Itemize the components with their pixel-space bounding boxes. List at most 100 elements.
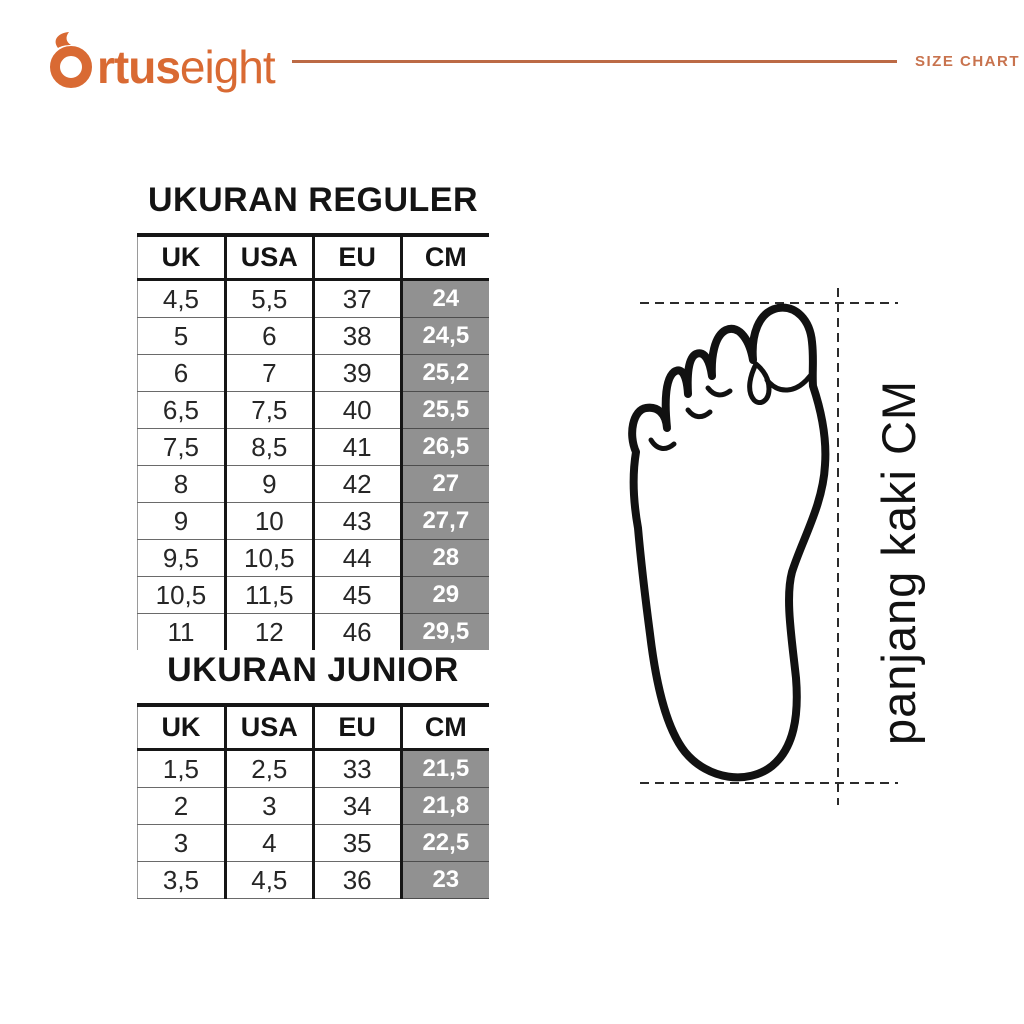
size-row: 6 7 39 25,2 bbox=[137, 354, 489, 392]
size-row: 3,5 4,5 36 23 bbox=[137, 861, 489, 899]
cm-value-cell: 22,5 bbox=[399, 824, 489, 862]
size-value-cell: 39 bbox=[311, 354, 402, 392]
size-value-cell: 8,5 bbox=[223, 428, 314, 466]
size-value-cell: 4 bbox=[223, 824, 314, 862]
size-value-cell: 35 bbox=[311, 824, 402, 862]
size-value-cell: 38 bbox=[311, 317, 402, 355]
size-row: 9,5 10,5 44 28 bbox=[137, 539, 489, 577]
regular-size-title: UKURAN REGULER bbox=[148, 181, 478, 219]
size-value-cell: 7,5 bbox=[137, 428, 226, 466]
brand-text-light: eight bbox=[179, 41, 276, 93]
size-value-cell: 9,5 bbox=[137, 539, 226, 577]
big-toe-crease bbox=[764, 373, 813, 393]
flame-o-icon bbox=[50, 32, 92, 88]
cm-value-cell: 25,5 bbox=[399, 391, 489, 429]
foot-diagram: panjang kaki CM bbox=[628, 288, 925, 805]
size-value-cell: 42 bbox=[311, 465, 402, 503]
brand-wordmark: rtuseight bbox=[97, 41, 276, 93]
regular-size-table: UK USA EU CM 4,5 5,5 37 24 5 6 38 24,5 6 7 39 25,2 6,5 7,… bbox=[137, 233, 489, 650]
cm-value-cell: 28 bbox=[399, 539, 489, 577]
brand-text-bold: rtus bbox=[97, 41, 181, 93]
size-value-cell: 45 bbox=[311, 576, 402, 614]
column-header-uk: UK bbox=[137, 235, 226, 281]
regular-size-section: UKURAN REGULER UK USA EU CM 4,5 5,5 37 24 5 6 38 24… bbox=[137, 180, 489, 650]
size-value-cell: 11 bbox=[137, 613, 226, 650]
size-value-cell: 6,5 bbox=[137, 391, 226, 429]
header-row: UK USA EU CM bbox=[137, 705, 489, 751]
size-value-cell: 7,5 bbox=[223, 391, 314, 429]
cm-value-cell: 24 bbox=[399, 279, 489, 318]
size-value-cell: 33 bbox=[311, 749, 402, 788]
cm-value-cell: 21,8 bbox=[399, 787, 489, 825]
brand-logo: rtuseight bbox=[46, 32, 276, 93]
column-header-cm: CM bbox=[399, 235, 489, 281]
size-value-cell: 3,5 bbox=[137, 861, 226, 899]
foot-outline-icon bbox=[628, 303, 830, 782]
column-header-usa: USA bbox=[223, 705, 314, 751]
size-value-cell: 12 bbox=[223, 613, 314, 650]
size-value-cell: 46 bbox=[311, 613, 402, 650]
third-toe-crease bbox=[685, 407, 713, 420]
cm-value-cell: 24,5 bbox=[399, 317, 489, 355]
size-value-cell: 36 bbox=[311, 861, 402, 899]
column-header-eu: EU bbox=[311, 235, 402, 281]
junior-size-title: UKURAN JUNIOR bbox=[167, 651, 459, 689]
size-value-cell: 34 bbox=[311, 787, 402, 825]
size-row: 8 9 42 27 bbox=[137, 465, 489, 503]
size-row: 9 10 43 27,7 bbox=[137, 502, 489, 540]
size-row: 11 12 46 29,5 bbox=[137, 613, 489, 650]
second-toe-crease bbox=[705, 385, 733, 398]
size-value-cell: 6 bbox=[223, 317, 314, 355]
size-row: 4,5 5,5 37 24 bbox=[137, 279, 489, 318]
size-value-cell: 41 bbox=[311, 428, 402, 466]
column-header-usa: USA bbox=[223, 235, 314, 281]
header-row: UK USA EU CM bbox=[137, 235, 489, 281]
toe-web-teardrop bbox=[747, 361, 772, 405]
pinky-toe-crease bbox=[648, 437, 677, 451]
header-divider-line bbox=[292, 60, 897, 63]
size-row: 3 4 35 22,5 bbox=[137, 824, 489, 862]
cm-value-cell: 23 bbox=[399, 861, 489, 899]
size-value-cell: 40 bbox=[311, 391, 402, 429]
size-value-cell: 11,5 bbox=[223, 576, 314, 614]
size-row: 7,5 8,5 41 26,5 bbox=[137, 428, 489, 466]
size-row: 5 6 38 24,5 bbox=[137, 317, 489, 355]
column-header-uk: UK bbox=[137, 705, 226, 751]
size-value-cell: 9 bbox=[137, 502, 226, 540]
size-value-cell: 10,5 bbox=[137, 576, 226, 614]
column-header-eu: EU bbox=[311, 705, 402, 751]
column-header-cm: CM bbox=[399, 705, 489, 751]
junior-size-table: UK USA EU CM 1,5 2,5 33 21,5 2 3 34 21,8 3 4 35 22,5 3,5… bbox=[137, 703, 489, 899]
cm-value-cell: 27 bbox=[399, 465, 489, 503]
size-value-cell: 5,5 bbox=[223, 279, 314, 318]
cm-value-cell: 26,5 bbox=[399, 428, 489, 466]
foot-length-label: panjang kaki CM bbox=[872, 380, 925, 745]
size-value-cell: 9 bbox=[223, 465, 314, 503]
size-value-cell: 3 bbox=[223, 787, 314, 825]
size-chart-tagline: SIZE CHART bbox=[915, 53, 1020, 70]
size-value-cell: 4,5 bbox=[137, 279, 226, 318]
cm-value-cell: 25,2 bbox=[399, 354, 489, 392]
size-value-cell: 7 bbox=[223, 354, 314, 392]
size-value-cell: 2,5 bbox=[223, 749, 314, 788]
size-value-cell: 10,5 bbox=[223, 539, 314, 577]
size-row: 1,5 2,5 33 21,5 bbox=[137, 749, 489, 788]
size-value-cell: 5 bbox=[137, 317, 226, 355]
size-row: 2 3 34 21,8 bbox=[137, 787, 489, 825]
size-value-cell: 8 bbox=[137, 465, 226, 503]
size-value-cell: 2 bbox=[137, 787, 226, 825]
size-row: 10,5 11,5 45 29 bbox=[137, 576, 489, 614]
cm-value-cell: 29 bbox=[399, 576, 489, 614]
cm-value-cell: 29,5 bbox=[399, 613, 489, 650]
size-row: 6,5 7,5 40 25,5 bbox=[137, 391, 489, 429]
size-value-cell: 43 bbox=[311, 502, 402, 540]
size-value-cell: 6 bbox=[137, 354, 226, 392]
foot-measurement-figure: panjang kaki CM bbox=[615, 278, 935, 823]
size-value-cell: 1,5 bbox=[137, 749, 226, 788]
size-value-cell: 3 bbox=[137, 824, 226, 862]
size-value-cell: 37 bbox=[311, 279, 402, 318]
size-value-cell: 44 bbox=[311, 539, 402, 577]
junior-size-section: UKURAN JUNIOR UK USA EU CM 1,5 2,5 33 21,5 2 3 34 2… bbox=[137, 650, 489, 899]
size-value-cell: 4,5 bbox=[223, 861, 314, 899]
